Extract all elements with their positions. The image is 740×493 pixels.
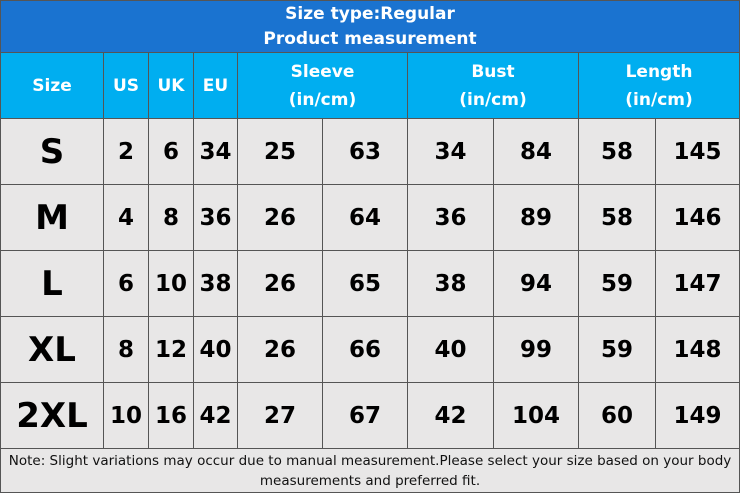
column-name: US [112, 75, 140, 96]
title-row: Size type:Regular Product measurement [0, 0, 740, 53]
size-cell: S [0, 118, 104, 185]
column-unit: (in/cm) [459, 89, 527, 110]
value-cell: 67 [322, 382, 408, 449]
value-cell: 149 [654, 382, 740, 449]
value-cell: 6 [103, 250, 149, 317]
value-cell: 58 [578, 118, 656, 185]
value-cell: 147 [654, 250, 740, 317]
value-cell: 40 [407, 316, 494, 383]
header-cell: Length (in/cm) [577, 52, 740, 119]
value-cell: 12 [148, 316, 194, 383]
value-cell: 38 [407, 250, 494, 317]
value-cell: 42 [193, 382, 238, 449]
header-cell: UK [148, 52, 194, 119]
value-cell: 25 [237, 118, 323, 185]
value-cell: 36 [407, 184, 494, 251]
value-cell: 38 [193, 250, 238, 317]
value-cell: 99 [493, 316, 579, 383]
value-cell: 66 [322, 316, 408, 383]
title-cell: Size type:Regular Product measurement [0, 0, 740, 53]
value-cell: 26 [237, 316, 323, 383]
value-cell: 65 [322, 250, 408, 317]
value-cell: 34 [193, 118, 238, 185]
value-cell: 34 [407, 118, 494, 185]
subtitle: Product measurement [263, 28, 477, 49]
value-cell: 4 [103, 184, 149, 251]
value-cell: 104 [493, 382, 579, 449]
size-cell: XL [0, 316, 104, 383]
column-unit: (in/cm) [625, 89, 693, 110]
value-cell: 8 [148, 184, 194, 251]
column-name: Sleeve [290, 61, 355, 82]
value-cell: 2 [103, 118, 149, 185]
value-cell: 42 [407, 382, 494, 449]
column-name: EU [202, 75, 229, 96]
column-name: UK [157, 75, 185, 96]
value-cell: 64 [322, 184, 408, 251]
column-name: Size [32, 75, 72, 96]
value-cell: 27 [237, 382, 323, 449]
header-row: Size US UK EU Sleeve (in/cm) Bust (in/cm) Length… [0, 52, 740, 119]
value-cell: 84 [493, 118, 579, 185]
header-cell: Size [0, 52, 104, 119]
data-row: S 2 6 34 25 63 34 84 58 145 [0, 118, 740, 185]
value-cell: 16 [148, 382, 194, 449]
title: Size type:Regular [285, 3, 455, 24]
note-row: Note: Slight variations may occur due to… [0, 448, 740, 493]
value-cell: 6 [148, 118, 194, 185]
column-name: Bust [471, 61, 515, 82]
value-cell: 60 [578, 382, 656, 449]
value-cell: 145 [654, 118, 740, 185]
header-cell: EU [193, 52, 238, 119]
size-cell: 2XL [0, 382, 104, 449]
value-cell: 146 [654, 184, 740, 251]
value-cell: 59 [578, 250, 656, 317]
value-cell: 94 [493, 250, 579, 317]
value-cell: 8 [103, 316, 149, 383]
value-cell: 63 [322, 118, 408, 185]
size-cell: M [0, 184, 104, 251]
column-unit: (in/cm) [288, 89, 357, 110]
value-cell: 59 [578, 316, 656, 383]
value-cell: 26 [237, 250, 323, 317]
header-cell: Bust (in/cm) [407, 52, 579, 119]
data-row: 2XL 10 16 42 27 67 42 104 60 149 [0, 382, 740, 449]
note: Note: Slight variations may occur due to… [0, 448, 740, 493]
value-cell: 10 [103, 382, 149, 449]
value-cell: 26 [237, 184, 323, 251]
value-cell: 10 [148, 250, 194, 317]
data-row: L 6 10 38 26 65 38 94 59 147 [0, 250, 740, 317]
value-cell: 148 [654, 316, 740, 383]
header-cell: Sleeve (in/cm) [237, 52, 408, 119]
value-cell: 89 [493, 184, 579, 251]
column-name: Length [625, 61, 693, 82]
value-cell: 40 [193, 316, 238, 383]
value-cell: 58 [578, 184, 656, 251]
data-row: XL 8 12 40 26 66 40 99 59 148 [0, 316, 740, 383]
data-row: M 4 8 36 26 64 36 89 58 146 [0, 184, 740, 251]
value-cell: 36 [193, 184, 238, 251]
size-cell: L [0, 250, 104, 317]
header-cell: US [103, 52, 149, 119]
